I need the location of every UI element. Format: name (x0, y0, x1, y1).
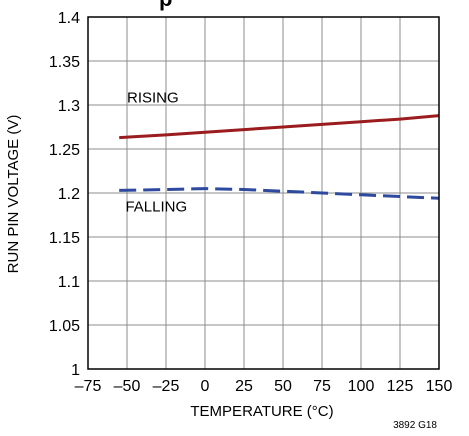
x-tick-label: 75 (313, 378, 331, 395)
x-tick-label: –50 (114, 378, 141, 395)
series-group (119, 114, 440, 200)
grid (87, 16, 440, 370)
y-tick-labels: 1 1.05 1.1 1.15 1.2 1.25 1.3 1.35 1.4 (49, 10, 80, 379)
x-tick-label: 0 (201, 378, 210, 395)
x-tick-label: 50 (274, 378, 292, 395)
annotation-falling: FALLING (125, 198, 187, 215)
x-tick-label: 125 (387, 378, 414, 395)
y-tick-label: 1.4 (58, 10, 80, 27)
series-line-rising (119, 114, 440, 140)
y-tick-label: 1.1 (58, 274, 80, 291)
series-annotations: RISING FALLING (125, 89, 187, 215)
x-axis-title: TEMPERATURE (°C) (190, 403, 333, 420)
y-tick-label: 1.15 (49, 230, 80, 247)
x-tick-label: –25 (153, 378, 180, 395)
plot-frame (87, 16, 440, 370)
x-tick-label: –75 (75, 378, 102, 395)
annotation-rising: RISING (127, 89, 179, 106)
y-tick-label: 1.25 (49, 142, 80, 159)
x-tick-label: 25 (235, 378, 253, 395)
chart-title-fragment: p (159, 0, 172, 11)
y-tick-label: 1.3 (58, 98, 80, 115)
y-tick-label: 1 (71, 362, 80, 379)
series-line-falling (119, 187, 440, 200)
y-tick-label: 1.35 (49, 54, 80, 71)
y-tick-label: 1.2 (58, 186, 80, 203)
x-tick-labels: –75 –50 –25 0 25 50 75 100 125 150 (75, 378, 453, 395)
x-tick-label: 100 (348, 378, 375, 395)
y-tick-label: 1.05 (49, 318, 80, 335)
figure-id: 3892 G18 (393, 420, 437, 431)
y-axis-title: RUN PIN VOLTAGE (V) (5, 115, 22, 274)
x-tick-label: 150 (426, 378, 453, 395)
